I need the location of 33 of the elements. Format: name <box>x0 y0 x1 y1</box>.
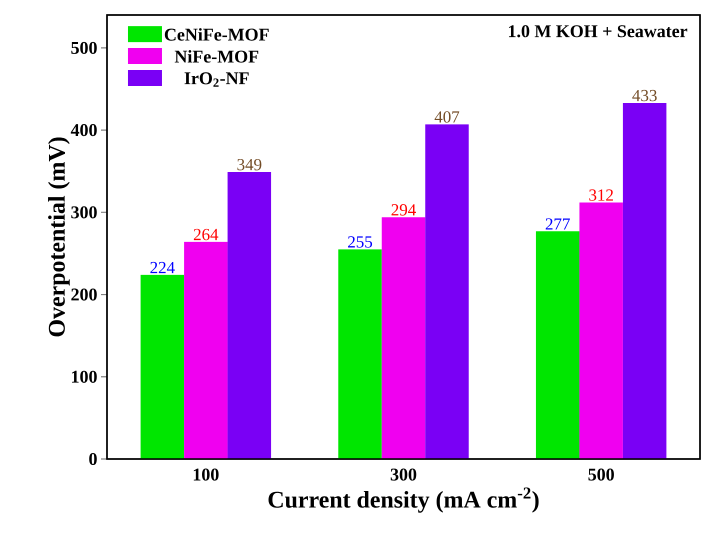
y-tick-label: 200 <box>71 288 97 301</box>
bar <box>228 172 272 459</box>
data-label: 277 <box>546 218 570 230</box>
data-label: 255 <box>348 236 372 248</box>
data-label: 433 <box>632 90 657 102</box>
bar <box>140 274 184 459</box>
x-axis-title: Current density (mA cm$^{-2}$) <box>268 487 539 513</box>
y-tick-label: 0 <box>89 452 97 466</box>
y-tick-label: 300 <box>71 206 97 218</box>
bar <box>338 249 382 459</box>
data-label: 294 <box>392 204 416 216</box>
x-tick-label: 500 <box>588 468 614 481</box>
y-tick-label: 500 <box>71 42 97 54</box>
annotation: 1.0 M KOH + Seawater <box>508 25 688 38</box>
data-label: 264 <box>194 228 218 240</box>
bar <box>425 124 469 459</box>
data-label: 407 <box>434 111 460 123</box>
data-label: 349 <box>237 158 262 170</box>
x-tick-label: 100 <box>194 468 219 481</box>
bar <box>536 231 580 459</box>
data-label: 312 <box>589 189 613 201</box>
bar <box>184 242 228 459</box>
legend-label: IrO$_{2}$-NF <box>184 72 249 87</box>
bar <box>382 217 426 459</box>
y-axis-title: Overpotential (mV) <box>48 137 70 336</box>
legend-label: CeNiFe-MOF <box>164 28 269 41</box>
bar <box>622 102 666 459</box>
y-tick-label: 100 <box>72 370 97 383</box>
x-tick-label: 300 <box>390 468 416 481</box>
y-tick-label: 400 <box>70 124 97 136</box>
bar <box>579 202 623 459</box>
data-label: 224 <box>150 262 175 274</box>
legend-label: NiFe-MOF <box>174 50 258 63</box>
